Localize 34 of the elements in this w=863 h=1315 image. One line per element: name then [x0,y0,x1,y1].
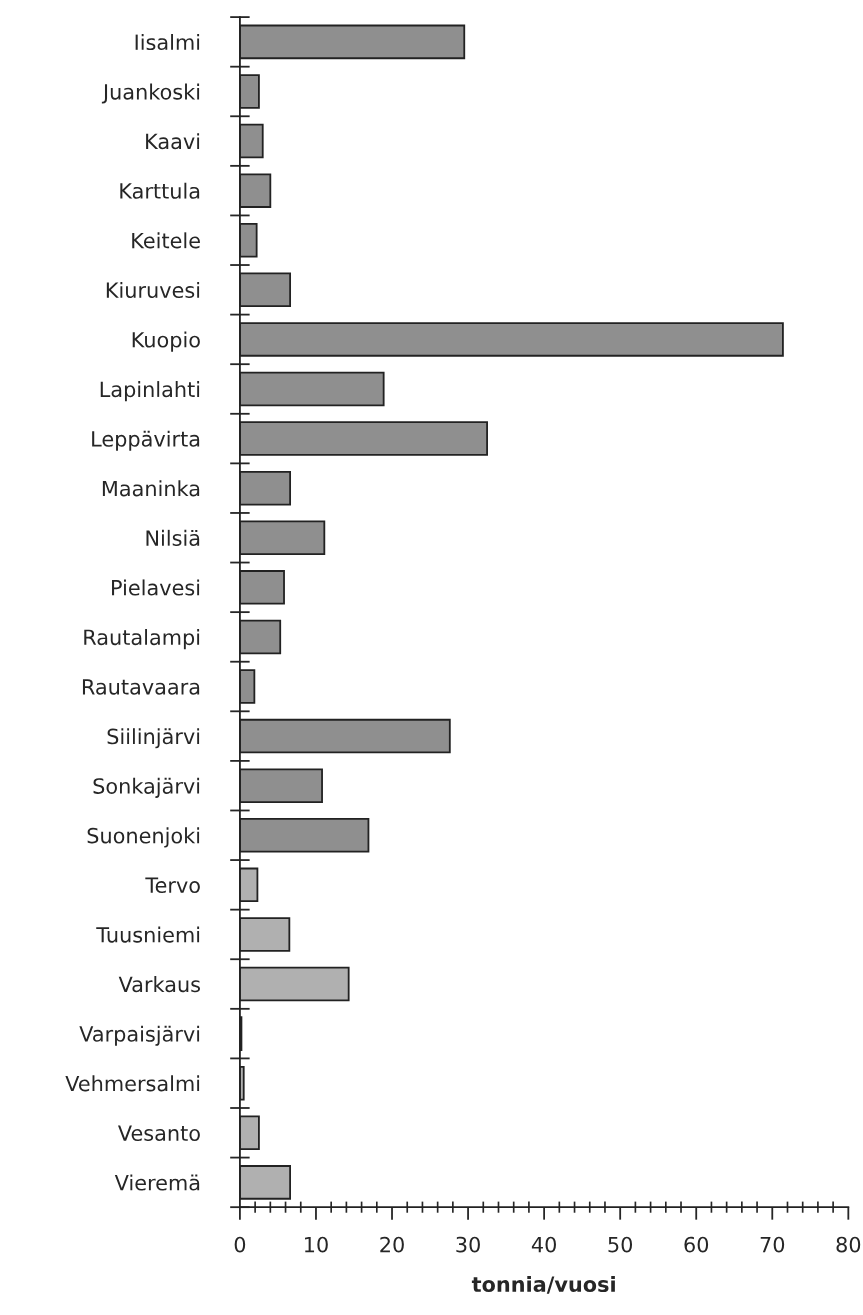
y-tick-label: Tervo [145,877,200,894]
x-tick-label: 20 [380,1236,404,1253]
x-tick-label: 60 [684,1236,709,1253]
y-tick-label: Rautavaara [82,679,200,695]
y-tick-label: Karttula [120,182,200,199]
y-tick-label: Kaavi [146,133,200,150]
y-tick-label: Vieremä [114,1174,200,1191]
y-tick-label: Nilsiä [146,529,200,546]
y-tick-label: Leppävirta [92,430,200,451]
y-tick-label: Varpaisjärvi [79,1025,200,1046]
y-tick-label: Vehmersalmi [65,1075,200,1092]
y-tick-label: Rautalampi [84,629,200,650]
y-tick-label: Juankoski [101,83,200,104]
y-tick-label: Tuusniemi [96,926,200,943]
x-tick-label: 70 [760,1236,785,1253]
x-tick-label: 0 [234,1236,246,1253]
x-tick-label: 50 [608,1236,633,1253]
y-tick-label: Vesanto [117,1125,200,1141]
y-tick-label: Suonenjoki [87,827,200,848]
y-tick-label: Varkaus [118,976,201,993]
y-tick-label: Maaninka [102,480,200,497]
y-tick-label: Iisalmi [135,33,200,51]
y-tick-label: Lapinlahti [100,381,200,402]
y-tick-label: Keitele [132,232,200,249]
x-tick-label: 10 [305,1236,328,1253]
y-tick-label: Pielavesi [112,579,200,596]
y-tick-label: Kiuruvesi [106,281,200,299]
x-tick-label: 40 [531,1236,556,1253]
x-axis-title: tonnia/vuosi [471,1275,615,1294]
y-tick-label: Sonkajärvi [93,777,200,798]
x-tick-label: 30 [456,1236,480,1253]
y-tick-label: Kuopio [132,331,200,352]
x-tick-label: 80 [836,1236,861,1253]
y-tick-label: Siilinjärvi [107,728,200,749]
